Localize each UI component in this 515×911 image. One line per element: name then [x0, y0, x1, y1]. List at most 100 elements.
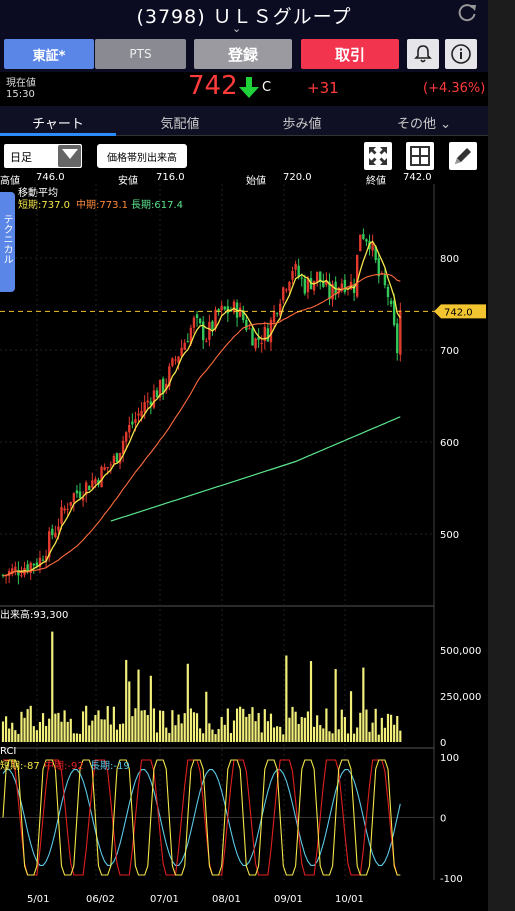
- volume-bar: [393, 724, 396, 742]
- low-label: 安値: [118, 176, 138, 187]
- volume-bar: [140, 710, 143, 742]
- chart-grid: [0, 184, 435, 880]
- price-axis-label: 800: [440, 254, 459, 265]
- candle-body: [161, 378, 165, 394]
- volume-bar: [356, 727, 359, 742]
- volume-bar: [94, 715, 97, 742]
- candle-body: [94, 478, 97, 484]
- candle-body: [275, 313, 279, 315]
- volume-bar: [85, 705, 88, 742]
- candle-body: [303, 278, 307, 294]
- tab-chart[interactable]: チャート: [32, 117, 84, 132]
- register-button[interactable]: 登録: [194, 39, 292, 69]
- stock-title[interactable]: (3798) ＵＬＳグループ: [136, 6, 352, 28]
- volume-bar: [174, 725, 177, 742]
- volume-bar: [103, 719, 106, 742]
- candle-body: [41, 559, 45, 561]
- title-bar: [0, 0, 488, 36]
- candle-body: [32, 563, 35, 566]
- candle-body: [174, 359, 177, 361]
- candle-body: [38, 557, 42, 568]
- tab-active-indicator: [0, 133, 116, 136]
- volume-bar: [158, 710, 162, 742]
- volume-bar: [177, 714, 180, 742]
- candle-body: [106, 466, 109, 468]
- chevron-down-icon[interactable]: ⌄: [232, 22, 242, 35]
- rci-axis-label: -100: [440, 874, 463, 885]
- market-pts-button[interactable]: PTS: [95, 39, 186, 69]
- info-icon: [451, 44, 471, 64]
- volume-bar: [346, 733, 350, 742]
- tab-other[interactable]: その他 ⌄: [396, 117, 452, 132]
- technical-side-tab[interactable]: [0, 192, 15, 292]
- candle-body: [121, 440, 125, 454]
- volume-bar: [257, 713, 260, 742]
- candle-body: [220, 305, 223, 311]
- volume-bar: [180, 723, 183, 742]
- volume-profile-button[interactable]: 価格帯別出来高: [97, 144, 187, 168]
- candle-body: [288, 281, 291, 291]
- volume-bar: [118, 724, 122, 742]
- candle-body: [48, 531, 51, 558]
- volume-bar: [137, 669, 140, 742]
- candle-body: [189, 327, 193, 344]
- info-button[interactable]: [445, 39, 477, 69]
- tab-ticks[interactable]: 歩み値: [282, 117, 322, 132]
- volume-bar: [380, 717, 383, 742]
- volume-bar: [223, 724, 226, 742]
- date-axis-label: 10/01: [335, 894, 364, 905]
- volume-bar: [57, 712, 60, 742]
- volume-bar: [322, 728, 325, 742]
- fullscreen-button[interactable]: [364, 142, 392, 170]
- draw-button[interactable]: [449, 142, 477, 170]
- candle-body: [57, 526, 60, 531]
- volume-bar: [217, 728, 220, 742]
- trade-button[interactable]: 取引: [301, 39, 399, 69]
- tab-quote[interactable]: 気配値: [160, 117, 200, 132]
- volume-bar: [60, 721, 63, 742]
- candle-body: [245, 319, 248, 330]
- volume-bar: [365, 709, 368, 742]
- candle-body: [202, 321, 205, 341]
- candle-body: [282, 287, 285, 301]
- volume-bar: [195, 713, 199, 742]
- candle-body: [374, 246, 377, 260]
- volume-bar: [66, 721, 69, 742]
- volume-bar: [353, 733, 356, 742]
- volume-bar: [143, 710, 146, 742]
- volume-bar: [349, 691, 353, 742]
- candle-body: [29, 562, 32, 573]
- market-tosho-button[interactable]: 東証*: [4, 39, 94, 69]
- ma-mid-line: [2, 273, 401, 577]
- candle-body: [279, 303, 282, 316]
- volume-bar: [115, 729, 119, 742]
- candle-body: [331, 283, 334, 300]
- volume-bar: [81, 711, 85, 742]
- volume-title: 出来高:93,300: [0, 610, 69, 621]
- volume-bar: [128, 681, 131, 742]
- volume-bar: [226, 708, 229, 742]
- refresh-icon[interactable]: [456, 2, 478, 24]
- current-price-tag-text: 742.0: [444, 307, 473, 318]
- volume-bar: [106, 706, 109, 742]
- candle-body: [322, 280, 325, 288]
- candle-body: [134, 419, 137, 423]
- high-value: 746.0: [36, 172, 65, 183]
- volume-bar: [239, 706, 242, 742]
- candle-body: [306, 277, 310, 293]
- candle-body: [294, 263, 297, 270]
- candle-body: [69, 501, 72, 506]
- stock-chart[interactable]: 742.0 800 700 600 500 500,000 250,000 0 100 0 -100…: [0, 184, 488, 911]
- candle-body: [140, 411, 143, 417]
- candle-body: [352, 285, 356, 294]
- candle-body: [297, 265, 300, 278]
- volume-bar: [334, 669, 337, 742]
- candle-body: [356, 254, 359, 297]
- candle-body: [84, 482, 88, 495]
- volume-bar: [248, 713, 251, 742]
- candle-body: [251, 328, 254, 346]
- candle-body: [60, 506, 63, 524]
- bell-button[interactable]: [407, 39, 439, 69]
- volume-bar: [165, 727, 168, 742]
- layout-button[interactable]: [406, 142, 434, 170]
